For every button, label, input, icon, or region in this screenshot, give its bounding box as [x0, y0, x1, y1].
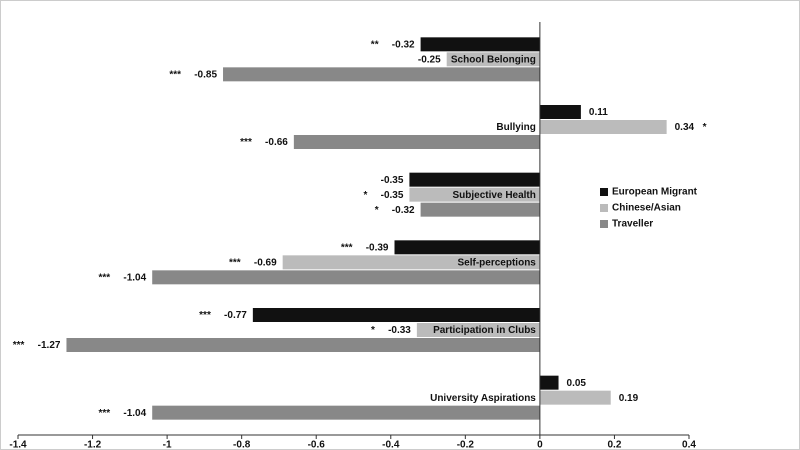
bar [152, 405, 540, 420]
significance: *** [169, 69, 181, 80]
category-label: Bullying [496, 122, 535, 133]
value-label: -0.35 [381, 190, 404, 201]
bar [539, 390, 611, 405]
legend-swatch [600, 188, 608, 196]
significance: ** [371, 39, 379, 50]
x-tick-label: -1.4 [9, 440, 27, 450]
significance: * [371, 325, 375, 336]
bar [293, 135, 540, 149]
bar [539, 120, 667, 134]
bar [252, 308, 540, 322]
significance: *** [240, 137, 252, 148]
value-label: 0.11 [589, 107, 608, 118]
significance: *** [13, 340, 25, 351]
legend-label: European Migrant [612, 187, 698, 198]
bar [152, 270, 540, 285]
significance: *** [229, 257, 241, 268]
value-label: -0.66 [265, 137, 288, 148]
value-label: -1.27 [38, 340, 61, 351]
value-label: -0.32 [392, 39, 415, 50]
significance: * [364, 190, 368, 201]
significance: * [375, 205, 379, 216]
bar [409, 172, 540, 187]
bar [420, 202, 540, 217]
significance: *** [341, 242, 353, 253]
legend-swatch [600, 204, 608, 212]
x-tick-label: 0.2 [607, 440, 621, 450]
x-tick-label: -1 [163, 440, 172, 450]
value-label: 0.05 [567, 378, 587, 389]
category-label: Subjective Health [453, 190, 536, 201]
value-label: -0.69 [254, 257, 277, 268]
value-label: -0.25 [418, 54, 441, 65]
significance: * [703, 122, 707, 133]
x-tick-label: 0 [537, 440, 543, 450]
x-tick-label: 0.4 [682, 440, 696, 450]
bar [446, 52, 540, 67]
category-label: Participation in Clubs [433, 325, 536, 336]
category-label: School Belonging [451, 54, 536, 65]
value-label: -0.35 [381, 175, 404, 186]
bar [409, 187, 540, 202]
value-label: -0.33 [388, 325, 411, 336]
x-tick-label: -0.8 [233, 440, 251, 450]
legend-label: Traveller [612, 219, 653, 230]
x-tick-label: -0.2 [457, 440, 475, 450]
value-label: -1.04 [123, 272, 146, 283]
value-label: -0.39 [366, 242, 389, 253]
value-label: -0.32 [392, 205, 415, 216]
value-label: 0.34 [675, 122, 695, 133]
x-tick-label: -1.2 [84, 440, 102, 450]
bar [394, 240, 540, 255]
value-label: -0.77 [224, 310, 247, 321]
bar [539, 105, 581, 119]
bar [282, 255, 540, 270]
significance: *** [99, 272, 111, 283]
category-label: University Aspirations [430, 393, 536, 404]
value-label: -0.85 [194, 69, 217, 80]
significance: *** [199, 310, 211, 321]
bar [416, 323, 540, 337]
category-label: Self-perceptions [458, 257, 537, 268]
value-label: -1.04 [123, 408, 146, 419]
bar [66, 338, 540, 352]
significance: *** [99, 408, 111, 419]
legend-swatch [600, 220, 608, 228]
legend-label: Chinese/Asian [612, 203, 681, 214]
bar [223, 67, 540, 82]
value-label: 0.19 [619, 393, 639, 404]
bar [539, 375, 559, 390]
bar [420, 37, 540, 52]
x-tick-label: -0.6 [308, 440, 326, 450]
x-tick-label: -0.4 [382, 440, 400, 450]
